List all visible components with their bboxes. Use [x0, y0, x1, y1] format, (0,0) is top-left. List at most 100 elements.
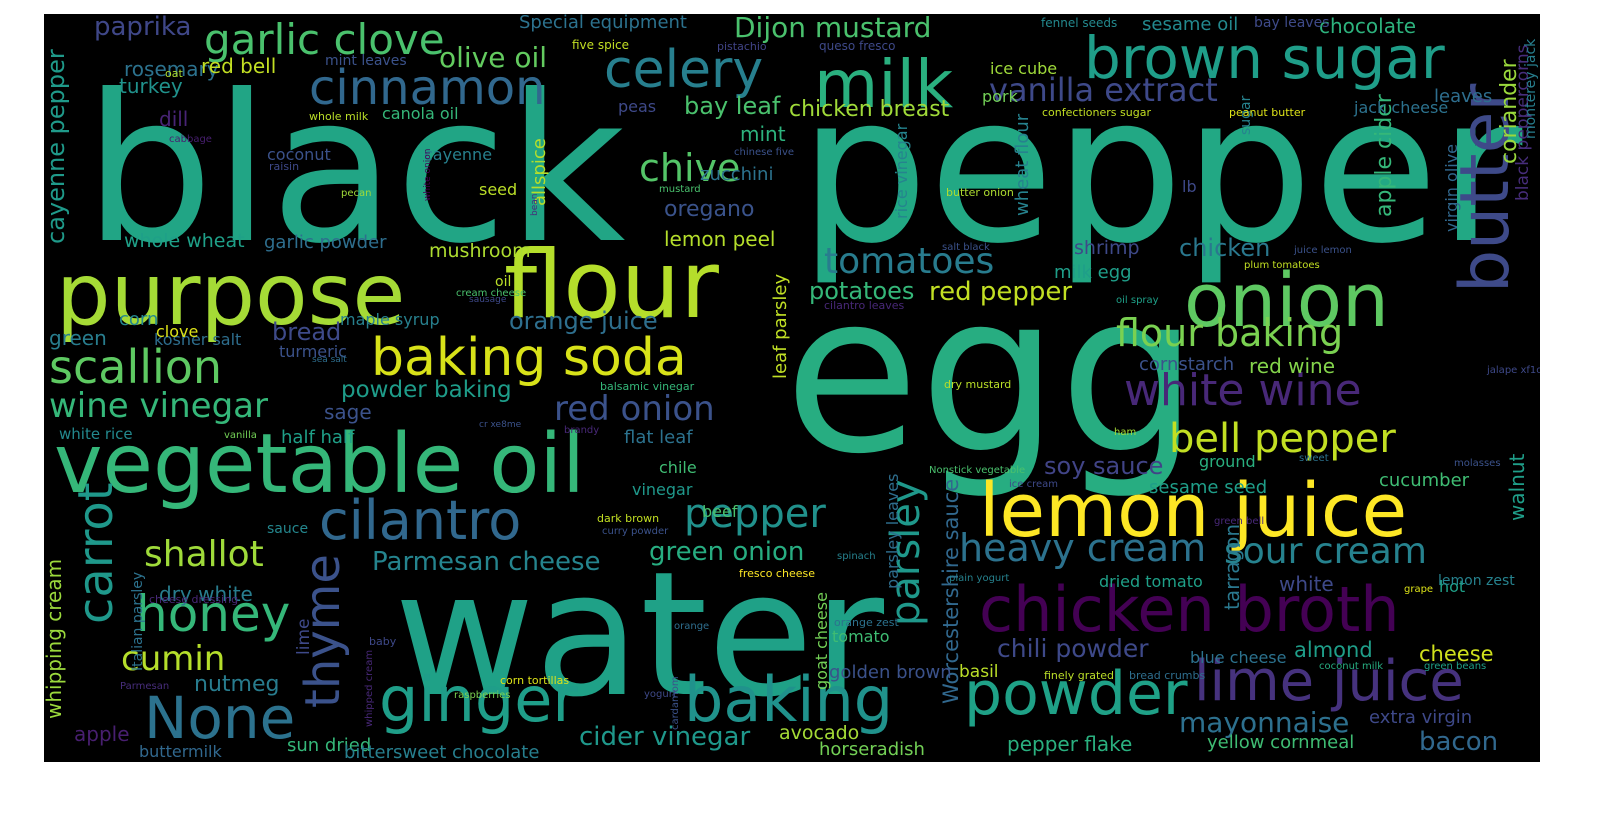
cloud-word: orange	[674, 621, 710, 632]
cloud-word: chicken broth	[979, 573, 1400, 646]
cloud-word: green beans	[1424, 661, 1487, 672]
cloud-word: flour	[504, 231, 719, 340]
cloud-word: white rice	[59, 425, 133, 443]
cloud-word: nutmeg	[194, 672, 280, 697]
cloud-word: leaves	[1434, 86, 1493, 107]
cloud-word: sausage	[469, 295, 507, 305]
cloud-word: maple syrup	[340, 310, 440, 329]
cloud-word: jack cheese	[1354, 98, 1449, 117]
cloud-word: turkey	[119, 74, 183, 98]
cloud-word: cream cheese	[456, 288, 527, 299]
cloud-word: sweet	[1299, 453, 1329, 464]
cloud-word: pecan	[341, 188, 372, 199]
cloud-word: ham	[1114, 427, 1137, 438]
cloud-word: cheese dressing	[149, 593, 239, 606]
cloud-word: tomatoes	[824, 241, 995, 282]
cloud-word: yellow cornmeal	[1207, 732, 1355, 753]
cloud-word: leaf parsley	[770, 273, 791, 379]
cloud-word: bread crumbs	[1129, 669, 1206, 682]
cloud-word: garlic clove	[204, 15, 445, 64]
cloud-word: kosher salt	[154, 330, 242, 349]
cloud-word: egg	[784, 246, 1199, 502]
cloud-word: fresco cheese	[739, 567, 815, 580]
cloud-word: sun dried	[287, 735, 372, 756]
cloud-word: cucumber	[1379, 470, 1470, 491]
cloud-word: juice lemon	[1294, 245, 1352, 256]
cloud-word: salt black	[942, 242, 990, 253]
cloud-word: mint	[740, 122, 786, 146]
cloud-word: mayonnaise	[1179, 706, 1350, 739]
cloud-word: mustard	[659, 184, 701, 195]
cloud-word: grape	[1404, 584, 1434, 595]
cloud-word: lime	[294, 618, 314, 655]
cloud-word: peanut butter	[1229, 106, 1306, 119]
cloud-word: virgin olive	[1442, 143, 1461, 232]
cloud-word: tarragon	[1220, 523, 1244, 610]
cloud-word: lemon zest	[1438, 573, 1515, 589]
cloud-word: golden brown	[829, 662, 952, 683]
cloud-word: Parmesan cheese	[372, 547, 601, 577]
cloud-word: sesame seed	[1149, 477, 1268, 498]
cloud-word: Dijon mustard	[734, 14, 932, 44]
cloud-word: carrot	[68, 482, 124, 624]
cloud-word: cilantro	[319, 489, 522, 552]
cloud-word: purpose	[56, 245, 406, 345]
cloud-word: red pepper	[929, 277, 1073, 307]
cloud-word: mint leaves	[325, 53, 407, 69]
cloud-word: vinegar	[632, 480, 693, 499]
cloud-word: buttermilk	[139, 742, 222, 761]
cloud-word: vegetable oil	[54, 417, 585, 512]
cloud-word: apple	[74, 722, 130, 746]
cloud-word: whipped cream	[364, 649, 375, 727]
cloud-word: cr xe8me	[479, 420, 522, 430]
cloud-word: shrimp	[1074, 237, 1140, 259]
cloud-word: pork	[982, 87, 1018, 106]
cloud-word: None	[144, 684, 296, 752]
cloud-word: finely grated	[1044, 669, 1115, 682]
cloud-word: Nonstick vegetable	[929, 465, 1026, 476]
cloud-word: chive	[639, 146, 741, 190]
cloud-word: chocolate	[1319, 14, 1417, 38]
cloud-word: cheese	[1419, 642, 1494, 666]
cloud-word: orange juice	[509, 307, 658, 335]
cloud-word: spinach	[837, 551, 876, 562]
cloud-word: red onion	[554, 389, 715, 429]
cloud-word: oregano	[664, 197, 755, 222]
cloud-word: baking soda	[371, 328, 687, 388]
cloud-word: chicken breast	[789, 97, 950, 122]
cloud-word: raisin	[269, 160, 300, 173]
cloud-word: milk egg	[1054, 262, 1132, 283]
cloud-word: basil	[959, 662, 999, 682]
cloud-word: tomato	[832, 627, 890, 646]
cloud-word: curry powder	[602, 526, 669, 537]
cloud-word: ground	[1199, 452, 1256, 471]
cloud-word: flat leaf	[624, 427, 693, 448]
cloud-word: powder baking	[341, 377, 512, 403]
cloud-word: soy sauce	[1044, 452, 1164, 480]
cloud-word: white	[1279, 572, 1334, 596]
cloud-word: Special equipment	[519, 14, 687, 33]
cloud-word: avocado	[779, 722, 860, 744]
cloud-word: olive oil	[439, 41, 548, 74]
cloud-word: garlic powder	[264, 232, 387, 253]
cloud-word: cayenne	[424, 145, 493, 164]
cloud-word: wine vinegar	[49, 386, 268, 426]
cloud-word: bittersweet chocolate	[344, 742, 540, 762]
cloud-word: ice cube	[990, 59, 1058, 78]
cloud-word: celery	[604, 40, 764, 100]
cloud-word: parsley leaves	[883, 473, 902, 589]
cloud-word: dark brown	[597, 512, 660, 525]
cloud-word: green	[49, 326, 107, 350]
cloud-word: almond	[1294, 638, 1373, 662]
cloud-word: corn tortillas	[500, 674, 570, 687]
cloud-word: cornstarch	[1139, 354, 1235, 375]
cloud-word: chile	[659, 458, 697, 477]
cloud-word: honey	[136, 585, 291, 643]
cloud-word: mushroom	[429, 240, 531, 262]
cloud-word: sauce	[267, 521, 309, 537]
cloud-word: beef	[702, 502, 738, 521]
cloud-word: baking	[684, 663, 894, 736]
cloud-word: red wine	[1249, 354, 1336, 378]
cloud-word: whipping cream	[44, 558, 66, 719]
cloud-word: queso fresco	[819, 39, 896, 53]
